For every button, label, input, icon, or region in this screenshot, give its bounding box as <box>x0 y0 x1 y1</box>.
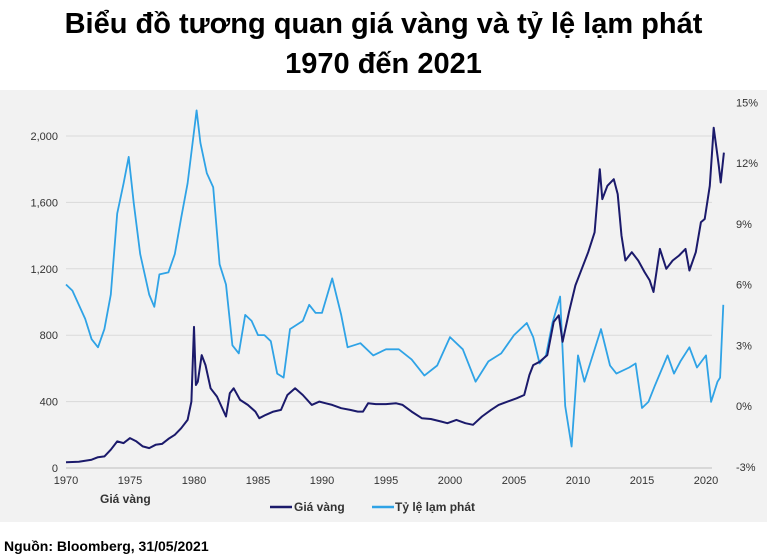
legend-label-inflation: Tỷ lệ lạm phát <box>395 500 475 514</box>
x-tick-label: 1970 <box>54 475 78 487</box>
x-tick-label: 1995 <box>374 475 398 487</box>
x-tick-label: 1990 <box>310 475 334 487</box>
y2-tick-label: -3% <box>736 462 756 474</box>
x-tick-label: 2000 <box>438 475 462 487</box>
y2-tick-label: 12% <box>736 158 758 170</box>
y-axis-title: Giá vàng <box>100 492 151 506</box>
y-tick-label: 1,600 <box>30 197 58 209</box>
x-tick-label: 2020 <box>694 475 718 487</box>
x-tick-label: 1980 <box>182 475 206 487</box>
chart-title: Biểu đồ tương quan giá vàng và tỷ lệ lạm… <box>0 4 767 84</box>
chart-title-line2: 1970 đến 2021 <box>285 48 482 80</box>
y2-tick-label: 9% <box>736 219 752 231</box>
y-tick-label: 0 <box>52 463 58 475</box>
chart-title-line1: Biểu đồ tương quan giá vàng và tỷ lệ lạm… <box>64 8 703 40</box>
y2-tick-label: 3% <box>736 340 752 352</box>
y-tick-label: 400 <box>40 397 58 409</box>
y-tick-label: 800 <box>40 330 58 342</box>
x-tick-label: 2010 <box>566 475 590 487</box>
y2-tick-label: 0% <box>736 401 752 413</box>
x-tick-label: 2015 <box>630 475 654 487</box>
inflation-rate-line <box>65 109 725 448</box>
gold-price-line <box>65 126 725 464</box>
y-tick-label: 1,200 <box>30 264 58 276</box>
y2-tick-label: 6% <box>736 280 752 292</box>
y2-tick-label: 15% <box>736 97 758 109</box>
x-tick-label: 2005 <box>502 475 526 487</box>
x-tick-label: 1985 <box>246 475 270 487</box>
y-tick-label: 2,000 <box>30 131 58 143</box>
x-tick-label: 1975 <box>118 475 142 487</box>
legend-label-gold: Giá vàng <box>294 500 345 514</box>
source-note: Nguồn: Bloomberg, 31/05/2021 <box>4 538 209 554</box>
